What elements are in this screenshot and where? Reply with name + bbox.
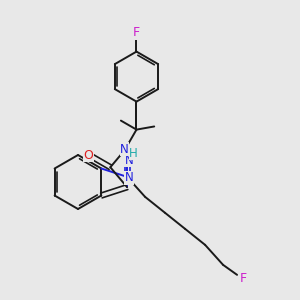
Text: N: N xyxy=(125,154,134,167)
Text: O: O xyxy=(83,149,93,162)
Text: H: H xyxy=(129,147,138,160)
Text: N: N xyxy=(125,171,134,184)
Text: N: N xyxy=(120,143,129,156)
Text: F: F xyxy=(239,272,247,285)
Text: F: F xyxy=(133,26,140,39)
